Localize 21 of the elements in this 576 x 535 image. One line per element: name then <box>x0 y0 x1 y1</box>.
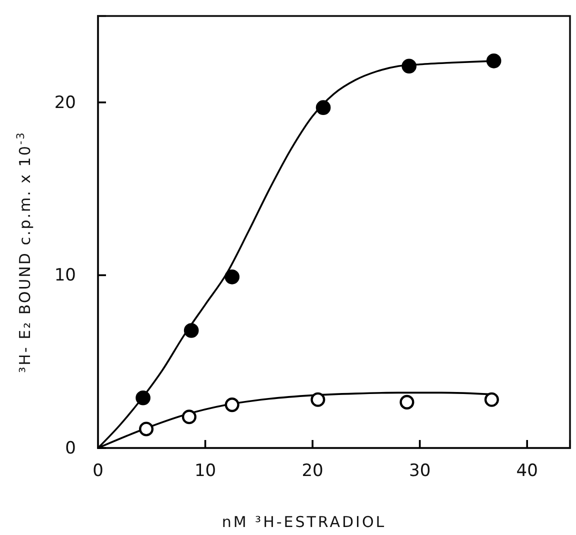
point <box>184 323 199 338</box>
point <box>316 100 331 115</box>
point <box>224 398 240 412</box>
x-tick-label: 30 <box>409 461 431 482</box>
y-tick-label: 20 <box>54 92 76 113</box>
y-tick-label: 0 <box>65 438 76 458</box>
x-tick-label: 10 <box>194 461 216 482</box>
x-axis-title: nM ³H-ESTRADIOL <box>222 513 386 531</box>
y-tick-label: 10 <box>54 266 76 286</box>
point <box>400 394 414 410</box>
point <box>402 58 416 74</box>
x-tick-label: 40 <box>516 461 538 482</box>
point <box>486 54 502 68</box>
point <box>138 422 154 436</box>
point <box>182 410 196 424</box>
point <box>484 392 499 407</box>
point <box>310 392 326 407</box>
point <box>224 270 240 284</box>
x-tick-label: 20 <box>302 461 324 482</box>
x-tick-label: 0 <box>92 461 104 482</box>
point <box>136 390 150 406</box>
